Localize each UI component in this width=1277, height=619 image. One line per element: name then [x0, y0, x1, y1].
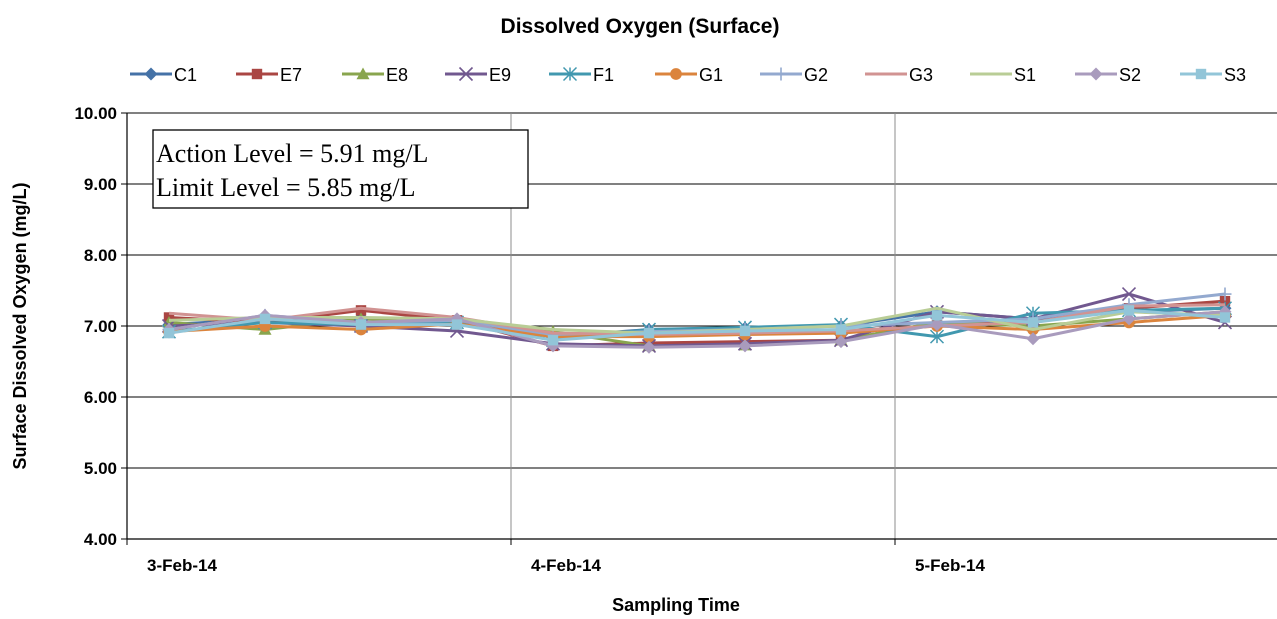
legend-marker	[356, 67, 370, 80]
legend-item-s1: S1	[970, 65, 1036, 85]
legend-marker	[144, 67, 158, 81]
series-layer	[161, 286, 1233, 354]
series-s3	[163, 305, 1231, 346]
legend-label: G3	[909, 65, 933, 85]
legend-item-f1: F1	[549, 65, 614, 85]
data-point	[835, 324, 847, 335]
legend: C1 E7 E8 E9 F1 G1 G2 G3 S1 S2 S3	[130, 65, 1246, 85]
data-point	[259, 313, 271, 325]
legend-marker	[670, 68, 682, 80]
y-tick-label: 4.00	[84, 530, 117, 549]
x-axis-title: Sampling Time	[612, 595, 740, 615]
annotation-box: Action Level = 5.91 mg/L Limit Level = 5…	[152, 129, 529, 209]
legend-label: G2	[804, 65, 828, 85]
legend-marker	[1089, 67, 1103, 81]
legend-label: E7	[280, 65, 302, 85]
x-tick-label: 5-Feb-14	[915, 556, 985, 575]
data-point	[929, 329, 945, 344]
legend-label: C1	[174, 65, 197, 85]
x-tick-label: 3-Feb-14	[147, 556, 217, 575]
y-axis-title: Surface Dissolved Oxygen (mg/L)	[10, 182, 30, 469]
x-tick-label: 4-Feb-14	[531, 556, 601, 575]
y-tick-label: 10.00	[74, 104, 117, 123]
legend-item-s2: S2	[1075, 65, 1141, 85]
legend-item-e7: E7	[236, 65, 302, 85]
data-point	[451, 319, 463, 330]
chart-title: Dissolved Oxygen (Surface)	[501, 15, 780, 38]
legend-item-e8: E8	[342, 65, 408, 85]
data-point	[834, 335, 848, 349]
legend-label: S3	[1224, 65, 1246, 85]
legend-label: E9	[489, 65, 511, 85]
data-point	[1026, 332, 1040, 346]
legend-marker	[251, 68, 263, 80]
legend-label: F1	[593, 65, 614, 85]
legend-marker	[1195, 68, 1207, 80]
legend-item-g2: G2	[760, 65, 828, 85]
data-point	[1123, 305, 1135, 316]
y-tick-label: 9.00	[84, 175, 117, 194]
legend-item-s3: S3	[1180, 65, 1246, 85]
y-tick-label: 8.00	[84, 246, 117, 265]
data-point	[643, 327, 655, 339]
legend-marker	[562, 66, 578, 82]
axes: 4.00 5.00 6.00 7.00 8.00 9.00 10.00 3-Feb-14 4-F…	[74, 104, 1277, 575]
legend-item-e9: E9	[445, 65, 511, 85]
data-point	[163, 327, 175, 339]
series-line	[168, 310, 1226, 349]
legend-label: G1	[699, 65, 723, 85]
legend-marker	[774, 67, 788, 81]
data-point	[1219, 312, 1231, 323]
action-level-label: Action Level = 5.91 mg/L	[156, 139, 428, 168]
legend-marker	[458, 66, 474, 82]
limit-level-label: Limit Level = 5.85 mg/L	[156, 173, 415, 202]
data-point	[1219, 295, 1231, 307]
data-point	[1027, 317, 1039, 328]
data-point	[1121, 286, 1137, 302]
data-point	[931, 310, 943, 321]
data-point	[1122, 312, 1136, 326]
data-point	[547, 335, 559, 346]
y-tick-label: 5.00	[84, 459, 117, 478]
legend-item-g3: G3	[865, 65, 933, 85]
data-point	[1218, 287, 1232, 301]
data-point	[738, 339, 752, 353]
data-point	[930, 318, 944, 332]
series-line	[168, 308, 1226, 342]
legend-item-g1: G1	[655, 65, 723, 85]
legend-item-c1: C1	[130, 65, 197, 85]
data-point	[642, 340, 656, 354]
legend-label: E8	[386, 65, 408, 85]
data-point	[355, 319, 367, 330]
legend-label: S1	[1014, 65, 1036, 85]
y-tick-label: 6.00	[84, 388, 117, 407]
y-tick-label: 7.00	[84, 317, 117, 336]
series-line	[168, 313, 1226, 339]
legend-label: S2	[1119, 65, 1141, 85]
data-point	[739, 325, 751, 337]
data-point	[355, 305, 367, 316]
